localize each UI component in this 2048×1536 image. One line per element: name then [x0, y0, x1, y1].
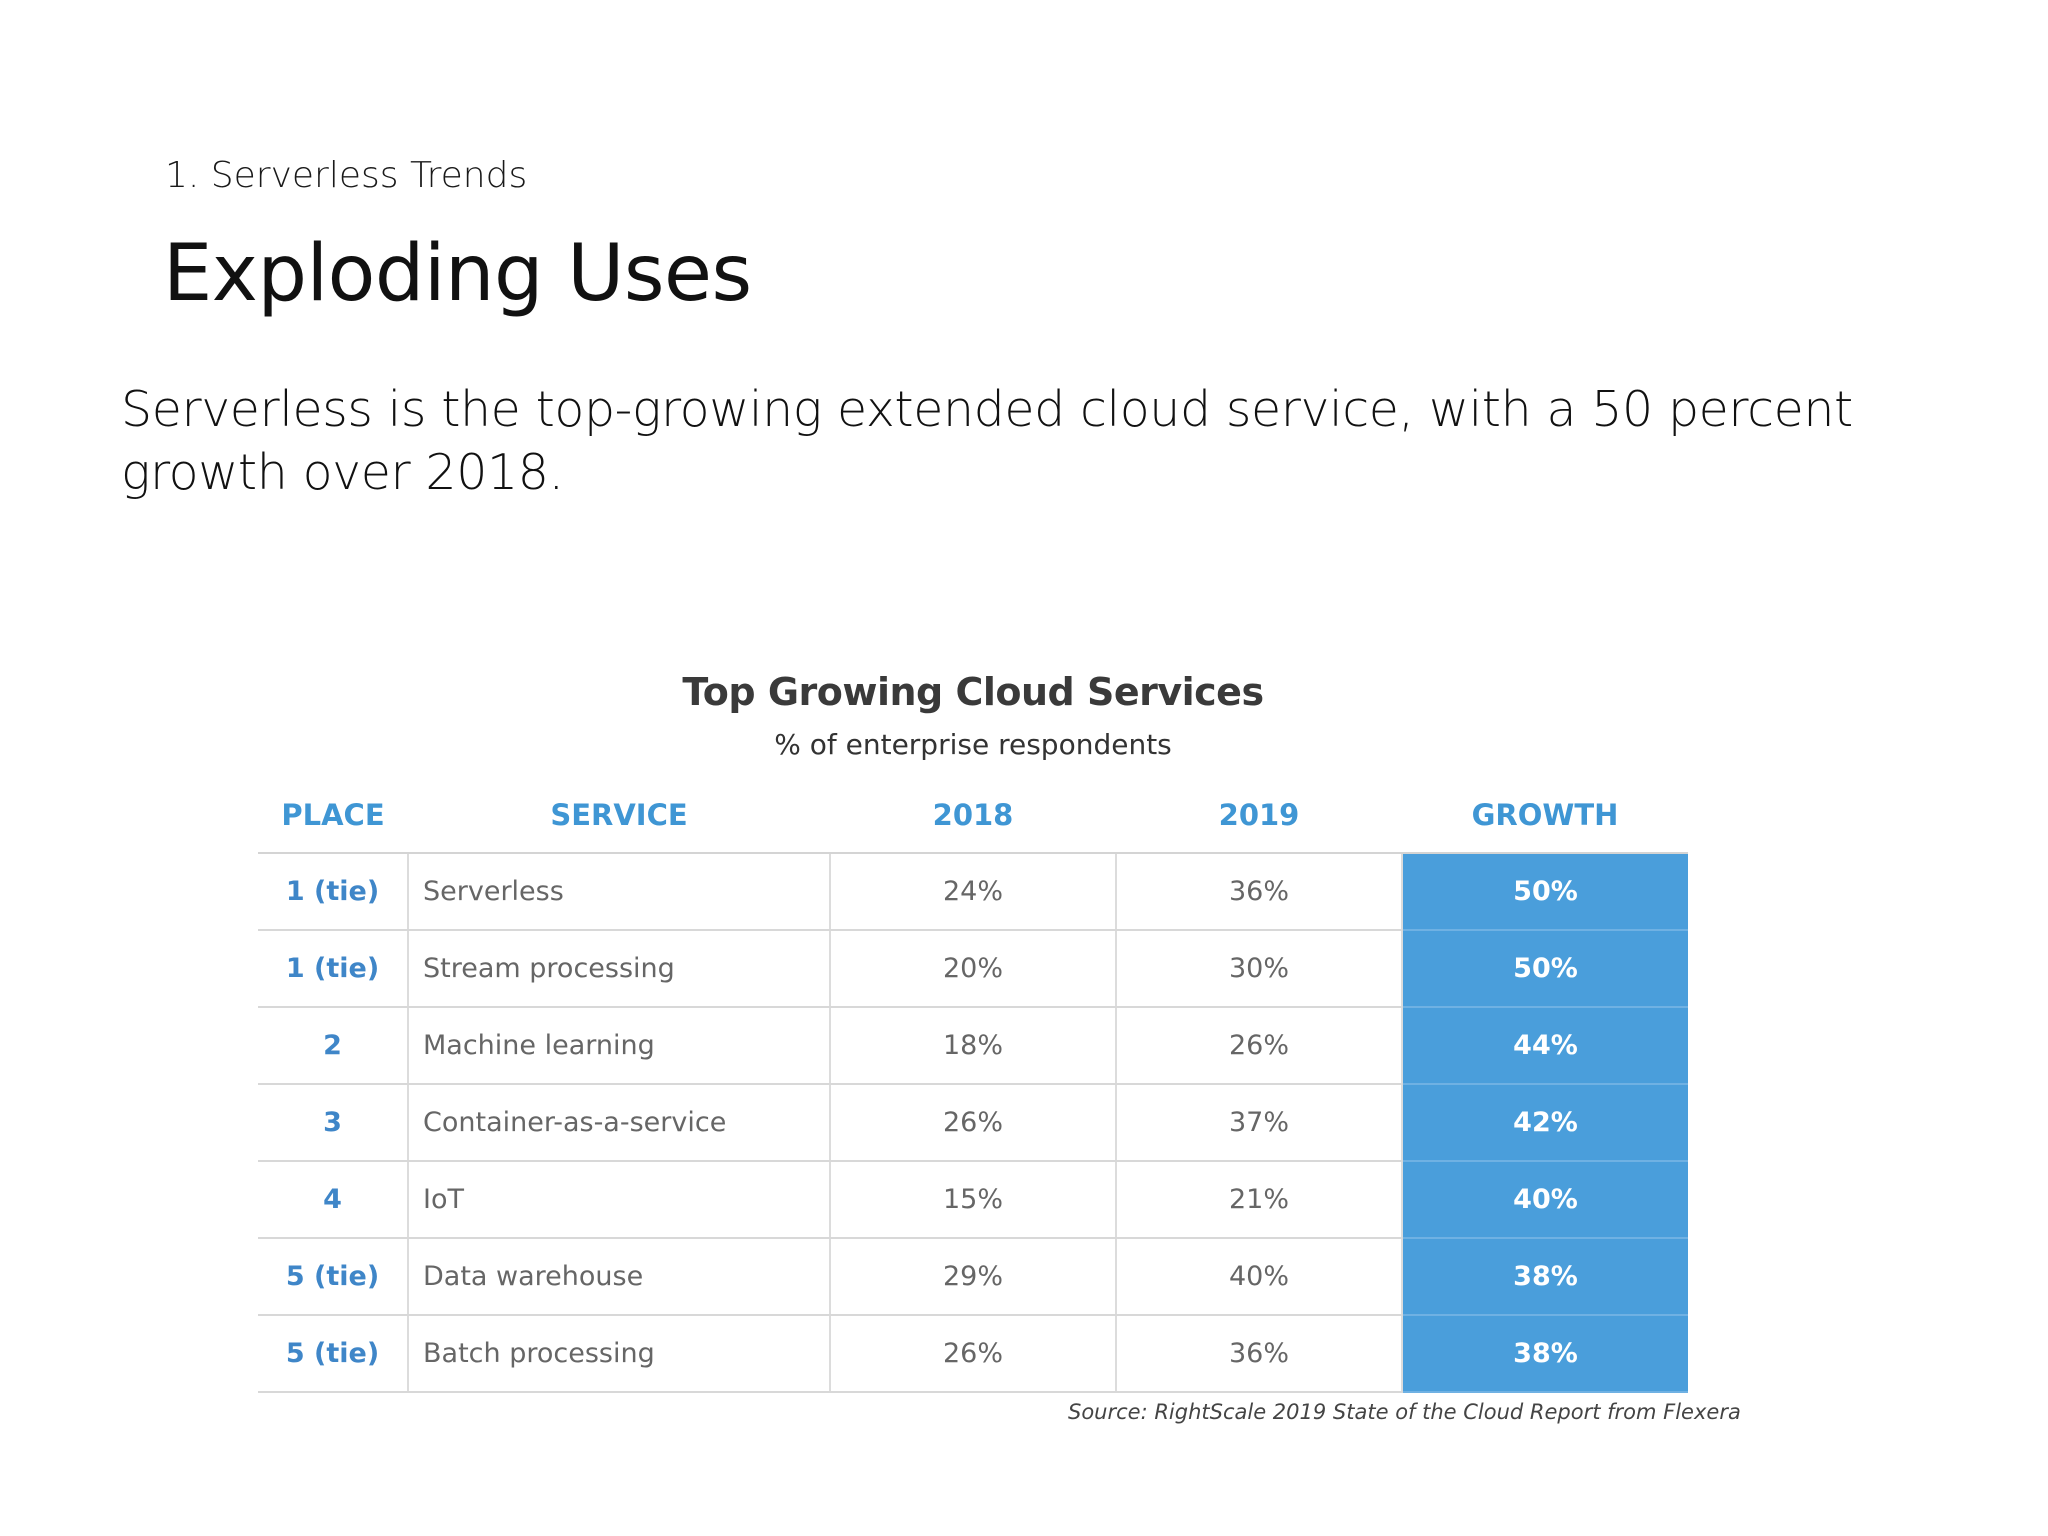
growth-cell: 42% [1402, 1084, 1688, 1162]
column-header-growth: GROWTH [1402, 778, 1688, 854]
growth-cell: 44% [1402, 1007, 1688, 1085]
column-header-2019: 2019 [1116, 778, 1402, 854]
cloud-services-table: PLACE SERVICE 2018 2019 GROWTH 1 (tie) S… [258, 778, 1688, 1393]
value-2019-cell: 21% [1116, 1161, 1403, 1239]
table-row: 2 Machine learning 18% 26% 44% [258, 1007, 1688, 1085]
growth-cell: 38% [1402, 1315, 1688, 1393]
value-2018-cell: 20% [830, 930, 1117, 1008]
service-cell: Batch processing [408, 1315, 831, 1393]
table-row: 5 (tie) Batch processing 26% 36% 38% [258, 1315, 1688, 1393]
table-body: 1 (tie) Serverless 24% 36% 50% 1 (tie) S… [258, 853, 1688, 1393]
table-row: 5 (tie) Data warehouse 29% 40% 38% [258, 1238, 1688, 1316]
service-cell: IoT [408, 1161, 831, 1239]
place-cell: 4 [258, 1161, 409, 1239]
growth-cell: 50% [1402, 930, 1688, 1008]
figure-subtitle: % of enterprise respondents [774, 728, 1172, 761]
place-cell: 5 (tie) [258, 1238, 409, 1316]
growth-cell: 50% [1402, 853, 1688, 931]
column-header-service: SERVICE [408, 778, 830, 854]
service-cell: Stream processing [408, 930, 831, 1008]
place-cell: 3 [258, 1084, 409, 1162]
service-cell: Data warehouse [408, 1238, 831, 1316]
figure-title: Top Growing Cloud Services [682, 670, 1264, 714]
value-2019-cell: 26% [1116, 1007, 1403, 1085]
value-2018-cell: 24% [830, 853, 1117, 931]
source-note: Source: RightScale 2019 State of the Clo… [1068, 1400, 1741, 1424]
value-2019-cell: 36% [1116, 853, 1403, 931]
value-2018-cell: 18% [830, 1007, 1117, 1085]
table-header-row: PLACE SERVICE 2018 2019 GROWTH [258, 778, 1688, 854]
place-cell: 2 [258, 1007, 409, 1085]
value-2018-cell: 26% [830, 1315, 1117, 1393]
value-2018-cell: 26% [830, 1084, 1117, 1162]
service-cell: Container-as-a-service [408, 1084, 831, 1162]
value-2019-cell: 40% [1116, 1238, 1403, 1316]
value-2018-cell: 29% [830, 1238, 1117, 1316]
column-header-2018: 2018 [830, 778, 1116, 854]
table-row: 1 (tie) Serverless 24% 36% 50% [258, 853, 1688, 931]
section-label: 1. Serverless Trends [165, 155, 528, 196]
value-2018-cell: 15% [830, 1161, 1117, 1239]
value-2019-cell: 30% [1116, 930, 1403, 1008]
table-row: 4 IoT 15% 21% 40% [258, 1161, 1688, 1239]
service-cell: Serverless [408, 853, 831, 931]
place-cell: 1 (tie) [258, 930, 409, 1008]
growth-cell: 38% [1402, 1238, 1688, 1316]
table-row: 1 (tie) Stream processing 20% 30% 50% [258, 930, 1688, 1008]
slide-title: Exploding Uses [163, 229, 752, 319]
place-cell: 1 (tie) [258, 853, 409, 931]
slide-body-text: Serverless is the top-growing extended c… [121, 381, 1853, 501]
table-row: 3 Container-as-a-service 26% 37% 42% [258, 1084, 1688, 1162]
column-header-place: PLACE [258, 778, 408, 854]
service-cell: Machine learning [408, 1007, 831, 1085]
place-cell: 5 (tie) [258, 1315, 409, 1393]
value-2019-cell: 36% [1116, 1315, 1403, 1393]
value-2019-cell: 37% [1116, 1084, 1403, 1162]
growth-cell: 40% [1402, 1161, 1688, 1239]
